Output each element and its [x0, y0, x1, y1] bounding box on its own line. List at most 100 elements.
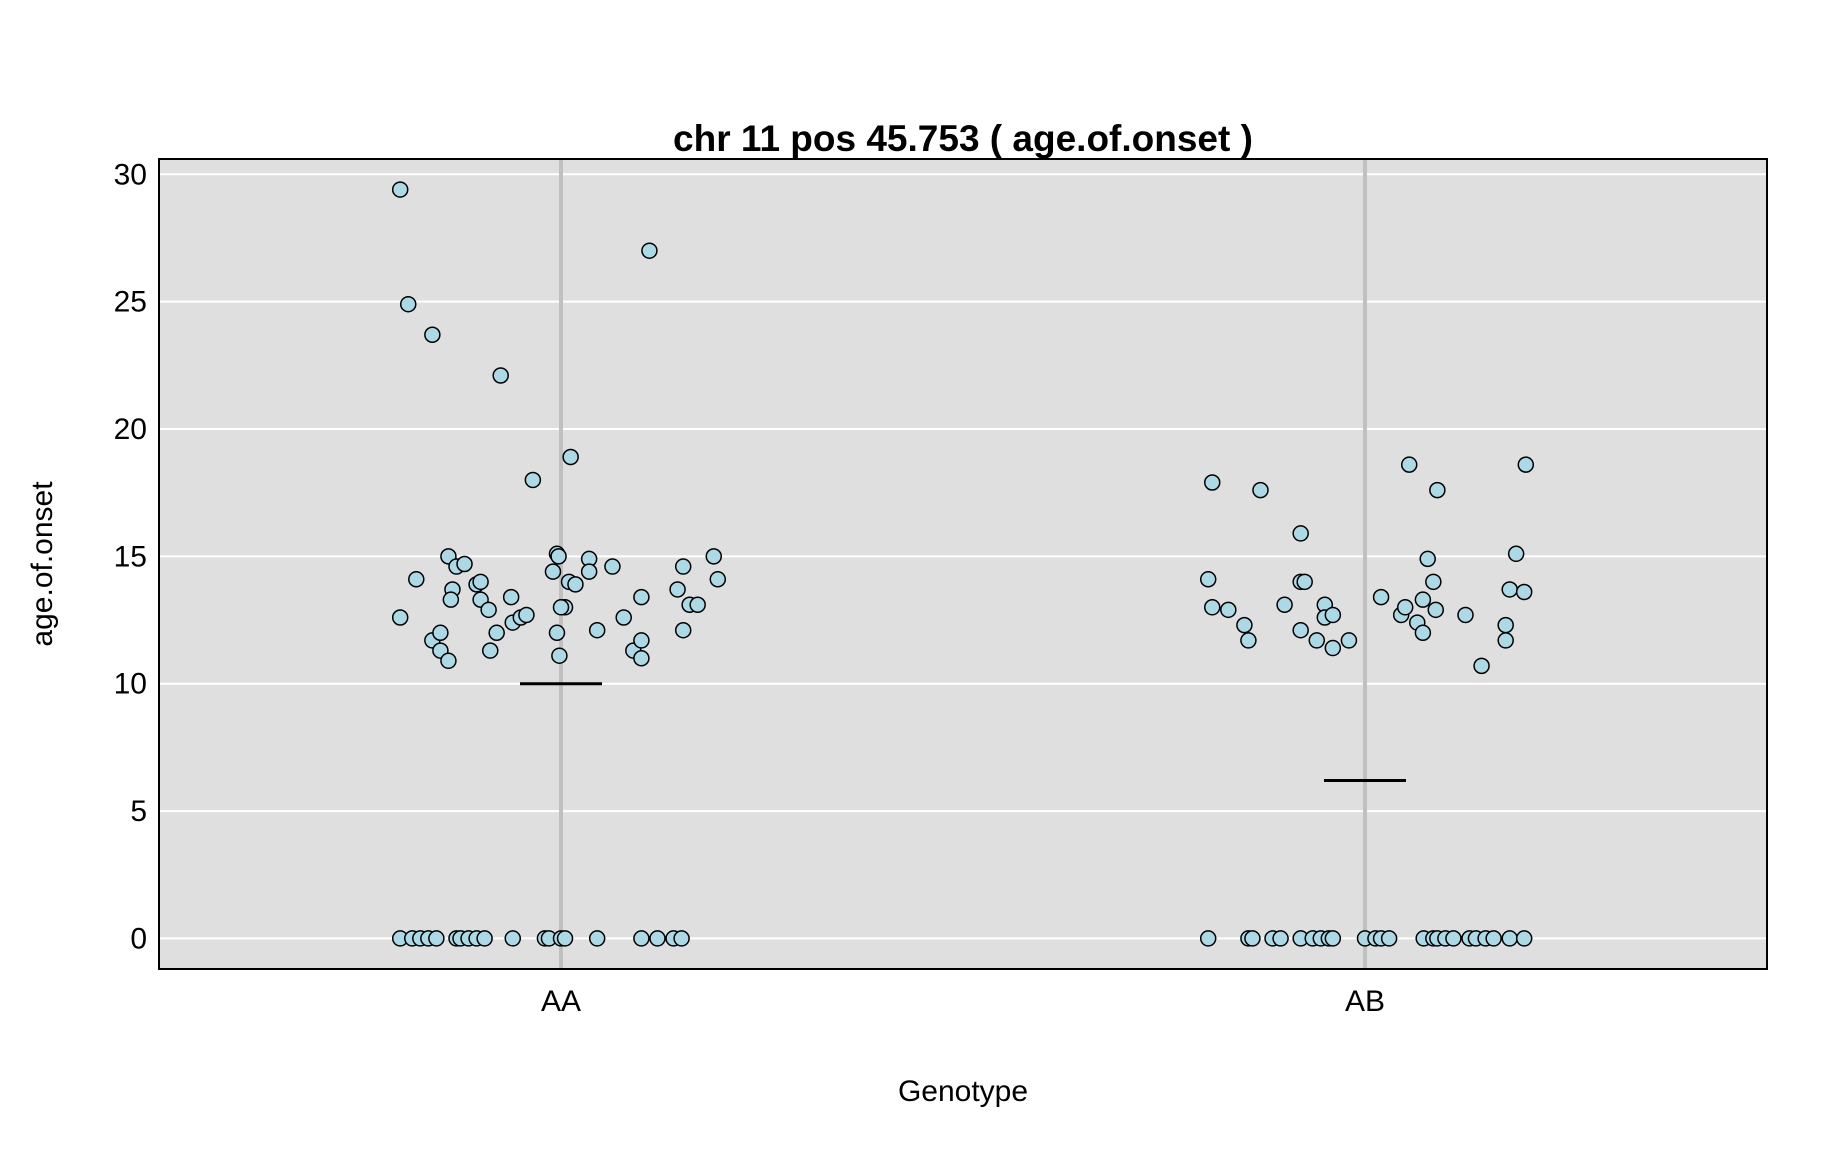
- data-point: [673, 930, 690, 947]
- chart-title: chr 11 pos 45.753 ( age.of.onset ): [673, 118, 1253, 159]
- data-point: [1292, 621, 1309, 639]
- data-point: [1425, 573, 1442, 591]
- data-point: [408, 571, 425, 588]
- data-point: [1501, 581, 1518, 598]
- data-point: [492, 367, 509, 384]
- x-axis-label: Genotype: [898, 1075, 1028, 1108]
- data-point: [1515, 583, 1533, 601]
- plot-panel: [159, 159, 1767, 969]
- data-point: [480, 601, 497, 619]
- data-point: [1515, 930, 1533, 947]
- plot-border: [158, 158, 1768, 970]
- data-point: [1429, 481, 1446, 499]
- data-point: [428, 930, 445, 947]
- data-point: [1276, 596, 1293, 614]
- data-point: [689, 596, 706, 614]
- data-point: [1414, 624, 1432, 642]
- data-point: [1220, 601, 1237, 619]
- data-point: [1501, 930, 1518, 947]
- data-point: [488, 624, 505, 642]
- data-point: [588, 621, 606, 639]
- data-point: [391, 181, 409, 198]
- data-point: [518, 606, 535, 624]
- data-point: [399, 295, 417, 313]
- data-point: [562, 448, 579, 466]
- data-point: [551, 647, 568, 664]
- mean-lines: [520, 682, 1406, 783]
- data-point: [1473, 657, 1490, 675]
- data-point: [1414, 591, 1432, 608]
- data-point: [1457, 606, 1474, 624]
- data-point: [633, 632, 650, 649]
- x-tick-label: AA: [541, 985, 581, 1018]
- data-point: [432, 624, 449, 642]
- data-points: [391, 181, 1535, 947]
- data-point: [472, 573, 489, 591]
- data-point: [709, 571, 727, 588]
- data-point: [567, 576, 584, 593]
- data-point: [580, 563, 598, 580]
- data-point: [615, 609, 632, 626]
- x-tick-label: AB: [1345, 985, 1385, 1018]
- y-tick-label: 30: [114, 158, 147, 191]
- grid-layer: [159, 173, 1767, 940]
- data-point: [442, 591, 460, 608]
- data-point: [1497, 616, 1514, 634]
- data-point: [1203, 599, 1221, 616]
- data-point: [1324, 639, 1342, 657]
- data-point: [1252, 481, 1269, 499]
- data-point: [1340, 632, 1358, 649]
- data-point: [1272, 930, 1289, 947]
- data-point: [674, 621, 692, 639]
- data-point: [1419, 550, 1436, 568]
- data-point: [1517, 456, 1535, 473]
- data-point: [588, 930, 606, 947]
- data-point: [1427, 601, 1445, 619]
- data-point: [1324, 930, 1342, 947]
- data-point: [481, 642, 499, 659]
- data-point: [1380, 930, 1398, 947]
- data-point: [1507, 545, 1525, 563]
- y-tick-label: 5: [130, 795, 147, 828]
- data-point: [1199, 930, 1217, 947]
- data-point: [1445, 930, 1462, 947]
- data-point: [548, 624, 566, 642]
- data-point: [1497, 632, 1514, 649]
- y-tick-labels: 0 5 10 15 20 25 30: [114, 158, 147, 955]
- data-point: [1308, 632, 1326, 649]
- data-point: [1296, 573, 1313, 591]
- data-point: [552, 599, 570, 616]
- data-point: [440, 652, 457, 670]
- y-axis-label: age.of.onset: [26, 481, 59, 647]
- y-tick-label: 25: [114, 286, 147, 319]
- data-point: [1324, 606, 1342, 624]
- data-point: [556, 930, 574, 947]
- data-point: [705, 548, 723, 565]
- y-tick-label: 10: [114, 668, 147, 701]
- data-point: [1396, 599, 1414, 616]
- y-tick-label: 20: [114, 413, 147, 446]
- y-tick-label: 15: [114, 540, 147, 573]
- y-tick-label: 0: [130, 922, 147, 955]
- data-point: [641, 242, 658, 259]
- data-point: [476, 930, 493, 947]
- data-point: [1199, 571, 1217, 588]
- data-point: [1244, 930, 1261, 947]
- data-point: [1203, 474, 1221, 491]
- data-point: [424, 326, 441, 344]
- data-point: [502, 588, 520, 606]
- data-point: [1292, 525, 1309, 542]
- x-tick-labels: AA AB: [541, 985, 1385, 1018]
- data-point: [633, 588, 650, 606]
- data-point: [524, 471, 542, 489]
- data-point: [669, 581, 686, 598]
- data-point: [1372, 588, 1390, 606]
- data-point: [1400, 456, 1418, 473]
- data-point: [649, 930, 666, 947]
- data-point: [1485, 930, 1502, 947]
- data-point: [456, 555, 473, 573]
- data-point: [1240, 632, 1257, 649]
- data-point: [544, 563, 562, 580]
